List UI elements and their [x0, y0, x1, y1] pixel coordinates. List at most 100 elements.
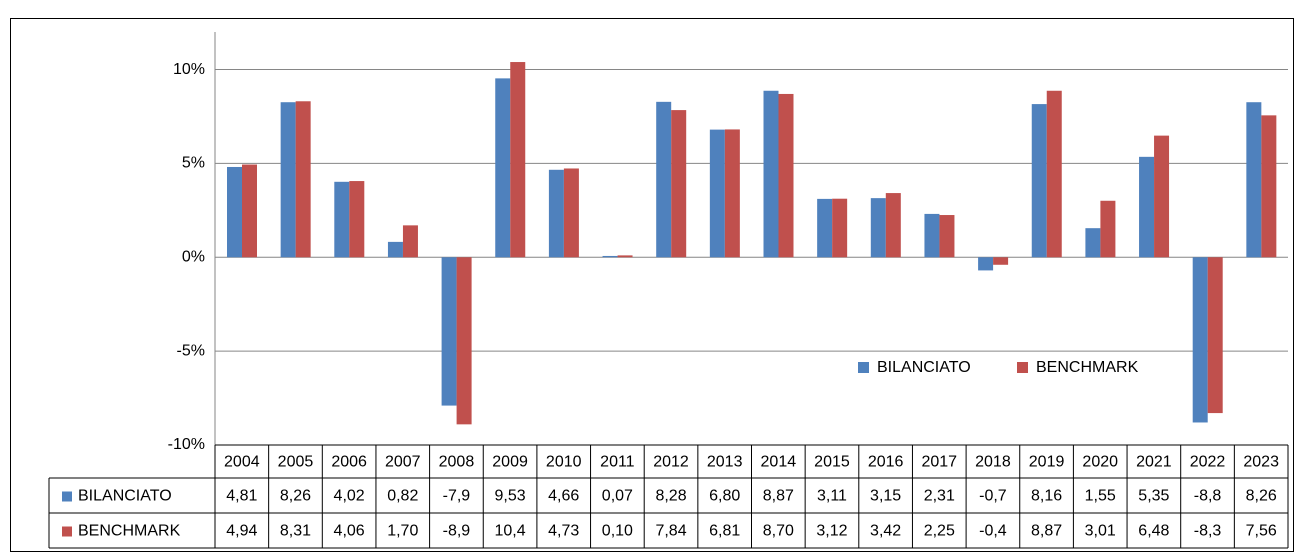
x-tick-label: 2005 [278, 454, 314, 471]
table-cell: 10,4 [495, 523, 526, 540]
table-cell: 6,80 [709, 488, 740, 505]
x-tick-label: 2016 [868, 454, 904, 471]
table-cell: 3,15 [870, 488, 901, 505]
bar [1261, 115, 1277, 258]
table-cell: 6,81 [709, 523, 740, 540]
bar [334, 181, 350, 258]
table-cell: 2,25 [924, 523, 955, 540]
table-cell: 8,28 [655, 488, 686, 505]
x-tick-label: 2023 [1243, 454, 1279, 471]
bar [295, 101, 311, 258]
bar [1154, 135, 1170, 258]
x-tick-label: 2010 [546, 454, 582, 471]
table-cell: 8,26 [280, 488, 311, 505]
bar [349, 181, 365, 258]
x-tick-label: 2022 [1190, 454, 1226, 471]
table-cell: 7,56 [1246, 523, 1277, 540]
x-tick-label: 2012 [653, 454, 689, 471]
table-cell: 3,12 [816, 523, 847, 540]
table-cell: 4,06 [334, 523, 365, 540]
bar [1192, 257, 1208, 423]
table-cell: 3,11 [817, 488, 847, 505]
bar [510, 62, 526, 258]
table-cell: 3,42 [870, 523, 901, 540]
bar [885, 193, 901, 258]
bar [495, 78, 511, 258]
legend-label: BILANCIATO [877, 359, 971, 376]
bar [1100, 200, 1116, 258]
x-tick-label: 2006 [331, 454, 367, 471]
table-cell: 0,82 [387, 488, 418, 505]
table-cell: -8,9 [443, 523, 471, 540]
bar [242, 164, 257, 258]
bar [1046, 90, 1062, 258]
table-cell: -8,3 [1194, 523, 1222, 540]
bar [548, 169, 564, 258]
x-tick-label: 2013 [707, 454, 743, 471]
x-tick-label: 2017 [921, 454, 957, 471]
table-cell: 8,70 [763, 523, 794, 540]
bar [387, 241, 403, 258]
x-tick-label: 2015 [814, 454, 850, 471]
bar [1139, 156, 1155, 258]
bar [993, 257, 1009, 265]
y-tick-label: -5% [177, 342, 205, 359]
x-tick-label: 2008 [439, 454, 475, 471]
bar [602, 255, 618, 258]
table-cell: 0,10 [602, 523, 633, 540]
table-cell: -0,7 [979, 488, 1007, 505]
bar [227, 166, 242, 258]
bar [924, 213, 940, 258]
legend-key [858, 362, 869, 373]
table-cell: 8,16 [1031, 488, 1062, 505]
x-tick-label: 2019 [1029, 454, 1065, 471]
bar [456, 257, 472, 425]
bar [832, 198, 848, 258]
y-tick-label: -10% [168, 436, 205, 453]
bar [817, 198, 833, 258]
legend-key [1017, 362, 1028, 373]
bar [563, 168, 579, 258]
y-tick-label: 10% [173, 61, 205, 78]
bar [280, 102, 296, 258]
x-tick-label: 2014 [761, 454, 797, 471]
table-cell: 4,66 [548, 488, 579, 505]
bar [617, 255, 633, 258]
bar [709, 129, 725, 258]
table-row-label: BILANCIATO [78, 488, 172, 505]
x-tick-label: 2007 [385, 454, 421, 471]
table-cell: 0,07 [602, 488, 633, 505]
table-cell: 9,53 [495, 488, 526, 505]
x-tick-label: 2011 [600, 454, 635, 471]
bar [402, 225, 418, 258]
bar [1031, 104, 1047, 258]
bar [1246, 102, 1262, 258]
table-cell: 4,73 [548, 523, 579, 540]
table-cell: 6,48 [1138, 523, 1169, 540]
x-tick-label: 2021 [1136, 454, 1172, 471]
table-cell: 8,87 [763, 488, 794, 505]
x-tick-label: 2018 [975, 454, 1011, 471]
table-cell: 1,70 [387, 523, 418, 540]
x-tick-label: 2020 [1082, 454, 1118, 471]
table-cell: -7,9 [443, 488, 471, 505]
bar [724, 129, 740, 258]
table-cell: 3,01 [1085, 523, 1116, 540]
bar [778, 93, 794, 258]
table-cell: 2,31 [924, 488, 955, 505]
table-cell: 4,81 [226, 488, 257, 505]
table-legend-key [62, 491, 72, 502]
bar [763, 90, 779, 258]
bar [656, 101, 672, 258]
bar [1085, 228, 1101, 258]
bar [870, 198, 886, 258]
table-cell: 4,94 [226, 523, 257, 540]
legend-label: BENCHMARK [1036, 359, 1139, 376]
table-cell: -8,8 [1194, 488, 1222, 505]
table-cell: 8,31 [280, 523, 311, 540]
x-tick-label: 2009 [492, 454, 528, 471]
table-cell: 8,26 [1246, 488, 1277, 505]
y-tick-label: 0% [182, 248, 205, 265]
bar [671, 110, 687, 258]
